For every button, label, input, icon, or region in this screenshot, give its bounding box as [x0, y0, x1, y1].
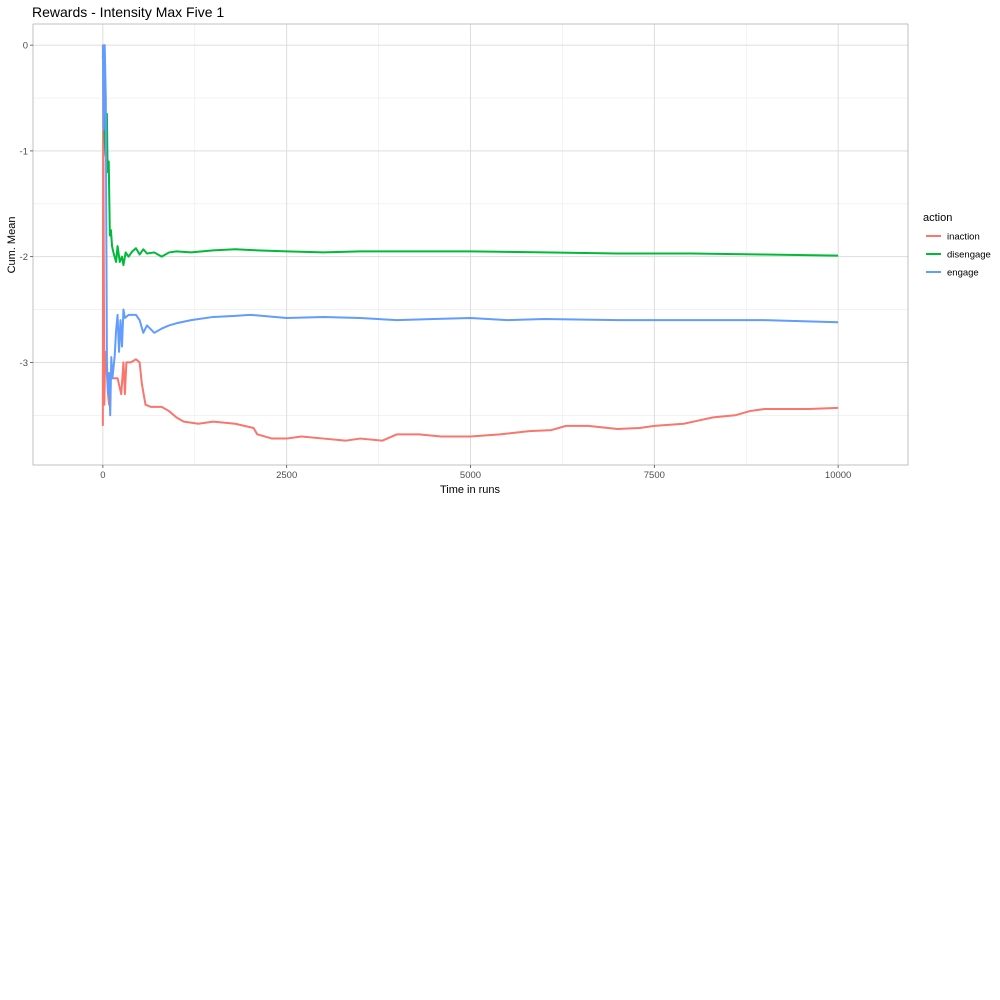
y-tick-label: -2 — [20, 252, 28, 263]
y-tick-label: -3 — [20, 358, 28, 369]
x-axis-title: Time in runs — [440, 484, 501, 496]
legend-title: action — [923, 212, 952, 224]
x-tick-label: 7500 — [644, 470, 665, 481]
x-tick-label: 2500 — [276, 470, 297, 481]
series-line-disengage — [101, 55, 839, 267]
series-line-inaction — [101, 44, 839, 442]
legend-label-inaction: inaction — [947, 232, 980, 243]
y-tick-label: 0 — [23, 41, 28, 52]
chart-title: Rewards - Intensity Max Five 1 — [32, 4, 224, 20]
grid — [33, 24, 908, 465]
legend-label-engage: engage — [947, 268, 979, 279]
x-tick-label: 0 — [100, 470, 105, 481]
axes: 0 2500 5000 7500 10000 0 -1 -2 -3 — [20, 41, 852, 481]
y-tick-label: -1 — [20, 146, 28, 157]
x-tick-label: 5000 — [460, 470, 481, 481]
legend: action inaction disengage engage — [923, 212, 991, 279]
y-axis-title: Cum. Mean — [6, 217, 18, 274]
x-tick-label: 10000 — [825, 470, 851, 481]
series-line-engage — [101, 44, 839, 417]
series-layer — [101, 44, 839, 442]
legend-label-disengage: disengage — [947, 250, 991, 261]
